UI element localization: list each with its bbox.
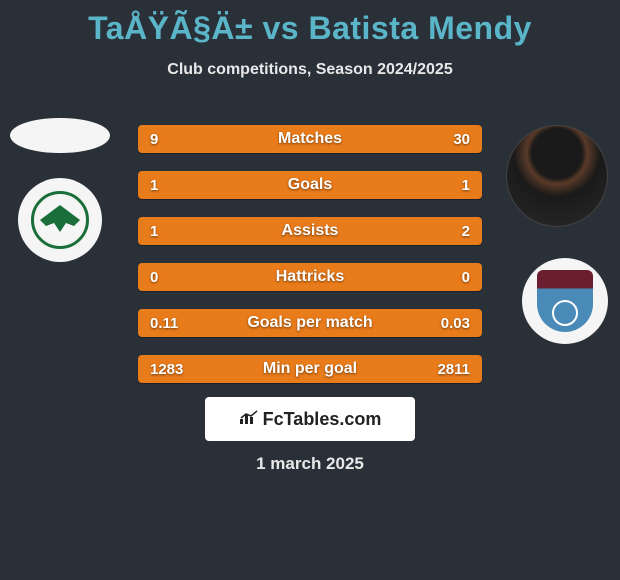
source-label: FcTables.com bbox=[263, 409, 382, 430]
stat-label: Min per goal bbox=[263, 360, 357, 378]
stat-left-value: 0.11 bbox=[150, 315, 178, 332]
player-right-avatar bbox=[506, 125, 608, 227]
page-title: TaÅŸÃ§Ä± vs Batista Mendy bbox=[0, 0, 620, 47]
club-right-badge bbox=[522, 258, 608, 344]
stat-right-value: 30 bbox=[453, 131, 470, 148]
stats-table: 9 Matches 30 1 Goals 1 1 Assists 2 0 Hat… bbox=[138, 125, 482, 401]
chart-icon bbox=[239, 409, 259, 429]
stat-label: Goals per match bbox=[247, 314, 372, 332]
stat-right-value: 1 bbox=[462, 177, 470, 194]
stat-row-min-per-goal: 1283 Min per goal 2811 bbox=[138, 355, 482, 383]
stat-label: Hattricks bbox=[276, 268, 344, 286]
season-subtitle: Club competitions, Season 2024/2025 bbox=[0, 61, 620, 79]
stat-label: Matches bbox=[278, 130, 342, 148]
stat-left-value: 0 bbox=[150, 269, 158, 286]
club-left-badge bbox=[18, 178, 102, 262]
stat-label: Goals bbox=[288, 176, 332, 194]
club-left-badge-inner bbox=[31, 191, 89, 249]
stat-row-goals-per-match: 0.11 Goals per match 0.03 bbox=[138, 309, 482, 337]
comparison-date: 1 march 2025 bbox=[0, 454, 620, 474]
stat-label: Assists bbox=[282, 222, 339, 240]
stat-right-value: 0.03 bbox=[441, 315, 470, 332]
stat-left-value: 1 bbox=[150, 177, 158, 194]
stat-right-value: 2 bbox=[462, 223, 470, 240]
club-right-badge-inner bbox=[537, 270, 593, 332]
stat-right-value: 0 bbox=[462, 269, 470, 286]
stat-row-hattricks: 0 Hattricks 0 bbox=[138, 263, 482, 291]
stat-row-assists: 1 Assists 2 bbox=[138, 217, 482, 245]
source-badge[interactable]: FcTables.com bbox=[205, 397, 415, 441]
stat-row-goals: 1 Goals 1 bbox=[138, 171, 482, 199]
stat-left-value: 1283 bbox=[150, 361, 183, 378]
eagle-icon bbox=[40, 205, 80, 235]
stat-left-value: 1 bbox=[150, 223, 158, 240]
stat-right-value: 2811 bbox=[437, 361, 470, 378]
stat-row-matches: 9 Matches 30 bbox=[138, 125, 482, 153]
stat-left-value: 9 bbox=[150, 131, 158, 148]
player-left-avatar bbox=[10, 118, 110, 153]
